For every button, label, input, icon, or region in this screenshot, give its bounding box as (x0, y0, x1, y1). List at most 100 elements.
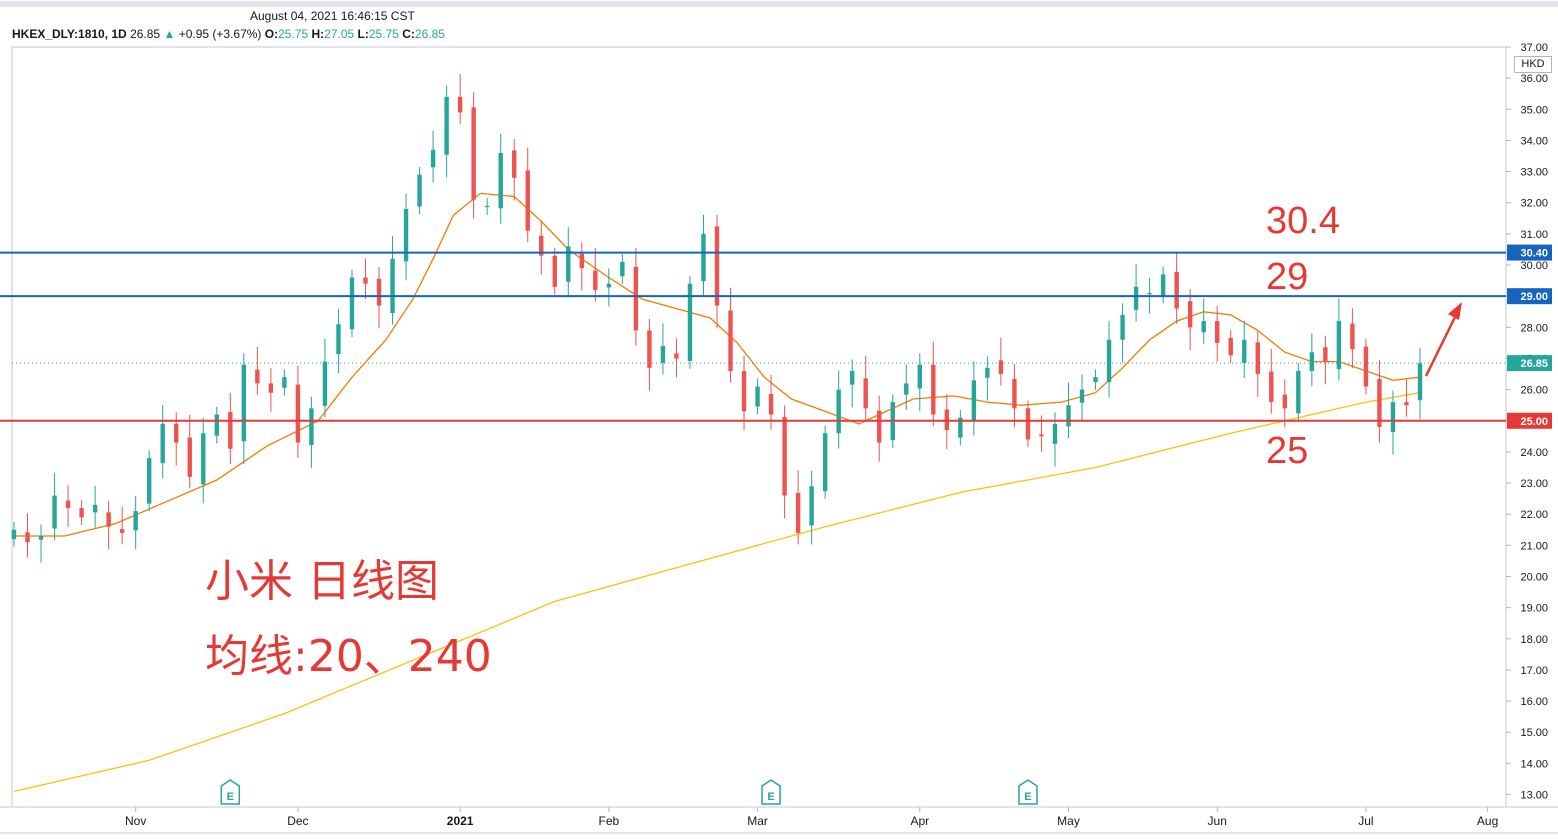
candle-body (620, 261, 625, 277)
y-tick-label: 17.00 (1520, 665, 1548, 677)
candle-body (809, 486, 814, 526)
candle-body (1120, 314, 1125, 340)
candle-body (187, 437, 192, 477)
candle-body (701, 233, 706, 282)
candle-body (322, 361, 328, 406)
candle-body (201, 433, 206, 485)
candle-body (1255, 342, 1260, 375)
x-tick-label: 2021 (447, 814, 474, 828)
candle-body (241, 364, 247, 442)
trend-arrow-shaft (1424, 310, 1460, 377)
earnings-badge (220, 779, 241, 805)
candle-body (593, 270, 598, 290)
candle-body (1174, 271, 1179, 309)
last-price: 26.85 (130, 27, 161, 41)
candle-body (985, 367, 990, 378)
x-tick-label: Jun (1208, 814, 1227, 828)
earnings-icon: E (220, 779, 241, 805)
candle-body (768, 393, 774, 415)
candle-body (268, 383, 274, 393)
candle-body (25, 532, 30, 543)
earnings-badge (1018, 779, 1038, 805)
candle-body (755, 386, 760, 407)
candle-body (566, 246, 571, 282)
earnings-letter: E (227, 791, 234, 803)
y-tick-label: 16.00 (1520, 696, 1548, 708)
candle-body (92, 504, 98, 513)
annotation-level-25: 25 (1266, 430, 1309, 472)
earnings-icon: E (1018, 779, 1038, 805)
candle-body (11, 529, 17, 540)
y-tick-label: 32.00 (1520, 198, 1548, 210)
candle-body (1269, 371, 1274, 403)
high-value: 27.05 (324, 27, 355, 41)
candle-body (1106, 339, 1112, 383)
annotation-level-304: 30.4 (1266, 200, 1340, 242)
candle-body (849, 370, 855, 385)
x-tick-label: Apr (910, 814, 929, 828)
candle-body (877, 410, 882, 443)
x-tick-label: May (1057, 814, 1080, 828)
candle-body (1350, 323, 1355, 350)
price-change: +0.95 (+3.67%) (178, 27, 262, 41)
y-tick-label: 30.00 (1520, 260, 1548, 272)
symbol-label[interactable]: HKEX_DLY:1810, 1D (12, 27, 127, 41)
x-tick-label: Mar (747, 814, 768, 828)
y-tick-label: 26.00 (1520, 385, 1548, 397)
trend-arrow-head-icon (1448, 302, 1462, 320)
y-tick-label: 31.00 (1520, 229, 1548, 241)
price-tag-label: 26.85 (1520, 358, 1548, 370)
y-tick-label: 23.00 (1520, 478, 1548, 490)
candle-body (390, 258, 395, 313)
candle-body (430, 149, 436, 168)
candle-body (255, 369, 260, 384)
y-tick-label: 37.00 (1520, 42, 1548, 54)
candle-body (160, 423, 165, 464)
close-label: C: (402, 27, 415, 41)
earnings-icon: E (761, 779, 781, 805)
low-value: 25.75 (368, 27, 399, 41)
price-tag-label: 29.00 (1520, 291, 1548, 303)
candle-body (1377, 379, 1382, 427)
earnings-badge (761, 779, 781, 805)
candle-body (417, 174, 422, 207)
open-label: O: (264, 27, 279, 41)
candle-body (539, 235, 544, 256)
candle-body (349, 277, 355, 330)
y-tick-label: 21.00 (1520, 540, 1548, 552)
candle-body (1215, 321, 1220, 343)
earnings-letter: E (767, 791, 774, 803)
currency-unit[interactable]: HKD (1514, 56, 1552, 73)
ma240-line (13, 392, 1421, 793)
y-tick-label: 35.00 (1520, 104, 1548, 116)
candle-body (1147, 293, 1152, 295)
candle-body (687, 283, 693, 361)
candle-body (1039, 434, 1044, 437)
candle-body (552, 255, 557, 287)
candle-body (904, 383, 909, 395)
candle-body (65, 500, 71, 508)
candle-body (282, 377, 287, 388)
candle-body (782, 417, 787, 496)
candle-body (1390, 402, 1396, 432)
candle-body (863, 378, 868, 409)
candle-body (1079, 389, 1085, 403)
y-tick-label: 22.00 (1520, 509, 1548, 521)
candle-body (741, 370, 747, 412)
candle-body (525, 170, 530, 231)
x-tick-label: Nov (125, 814, 146, 828)
candle-body (822, 433, 828, 492)
candle-body (917, 364, 922, 389)
candle-body (444, 96, 449, 155)
candle-body (1093, 377, 1098, 383)
y-tick-label: 33.00 (1520, 167, 1548, 179)
candle-body (1025, 408, 1031, 440)
y-tick-label: 13.00 (1520, 790, 1548, 802)
candle-body (106, 512, 111, 527)
candle-body (1417, 363, 1423, 401)
close-value: 26.85 (414, 27, 445, 41)
high-label: H: (311, 27, 325, 41)
price-tag (1507, 412, 1552, 429)
candle-body (958, 417, 963, 438)
